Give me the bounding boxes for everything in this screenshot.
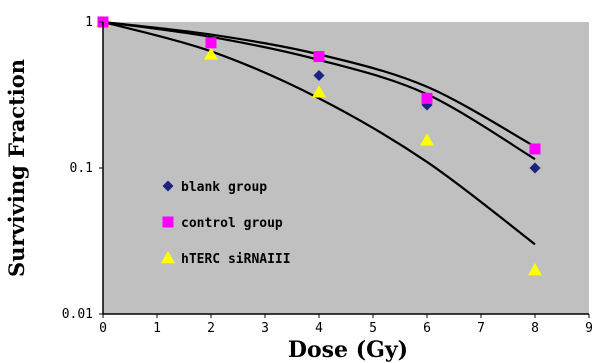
triangle-data-point bbox=[312, 85, 326, 98]
fit-curve bbox=[102, 20, 536, 246]
x-axis-title: Dose (Gy) bbox=[288, 337, 408, 363]
triangle-data-point bbox=[204, 47, 218, 60]
x-tick-label: 6 bbox=[423, 321, 431, 336]
x-tick-label: 7 bbox=[477, 321, 485, 336]
x-tick-label: 8 bbox=[531, 321, 539, 336]
square-data-point bbox=[421, 92, 433, 104]
x-tick-label: 4 bbox=[315, 321, 323, 336]
y-tick-label: 0.1 bbox=[70, 161, 93, 176]
y-axis-title: Surviving Fraction bbox=[4, 59, 29, 277]
square-data-point bbox=[313, 51, 325, 63]
diamond-data-point bbox=[313, 70, 325, 82]
legend-label: control group bbox=[181, 216, 283, 231]
square-data-point bbox=[529, 143, 541, 155]
x-tick-label: 0 bbox=[99, 321, 107, 336]
tick-labels: 0 1 2 3 4 5 6 7 8 9 0.01 0.1 1 bbox=[62, 15, 593, 336]
x-tick-label: 1 bbox=[153, 321, 161, 336]
y-tick-label: 0.01 bbox=[62, 307, 93, 322]
legend-diamond-marker bbox=[162, 180, 174, 192]
legend-label: blank group bbox=[181, 180, 267, 195]
triangle-data-point bbox=[420, 133, 434, 146]
plot-area bbox=[103, 22, 589, 314]
square-data-point bbox=[205, 37, 217, 49]
diamond-data-point bbox=[529, 162, 541, 174]
triangle-data-point bbox=[528, 263, 542, 276]
x-tick-label: 2 bbox=[207, 321, 215, 336]
x-tick-label: 3 bbox=[261, 321, 269, 336]
legend-label: hTERC siRNAIII bbox=[181, 252, 291, 267]
legend: blank group control group hTERC siRNAIII bbox=[161, 180, 291, 267]
x-tick-label: 5 bbox=[369, 321, 377, 336]
legend-square-marker bbox=[162, 216, 174, 228]
y-tick-label: 1 bbox=[85, 15, 93, 30]
x-tick-label: 9 bbox=[585, 321, 593, 336]
legend-triangle-marker bbox=[161, 251, 175, 264]
